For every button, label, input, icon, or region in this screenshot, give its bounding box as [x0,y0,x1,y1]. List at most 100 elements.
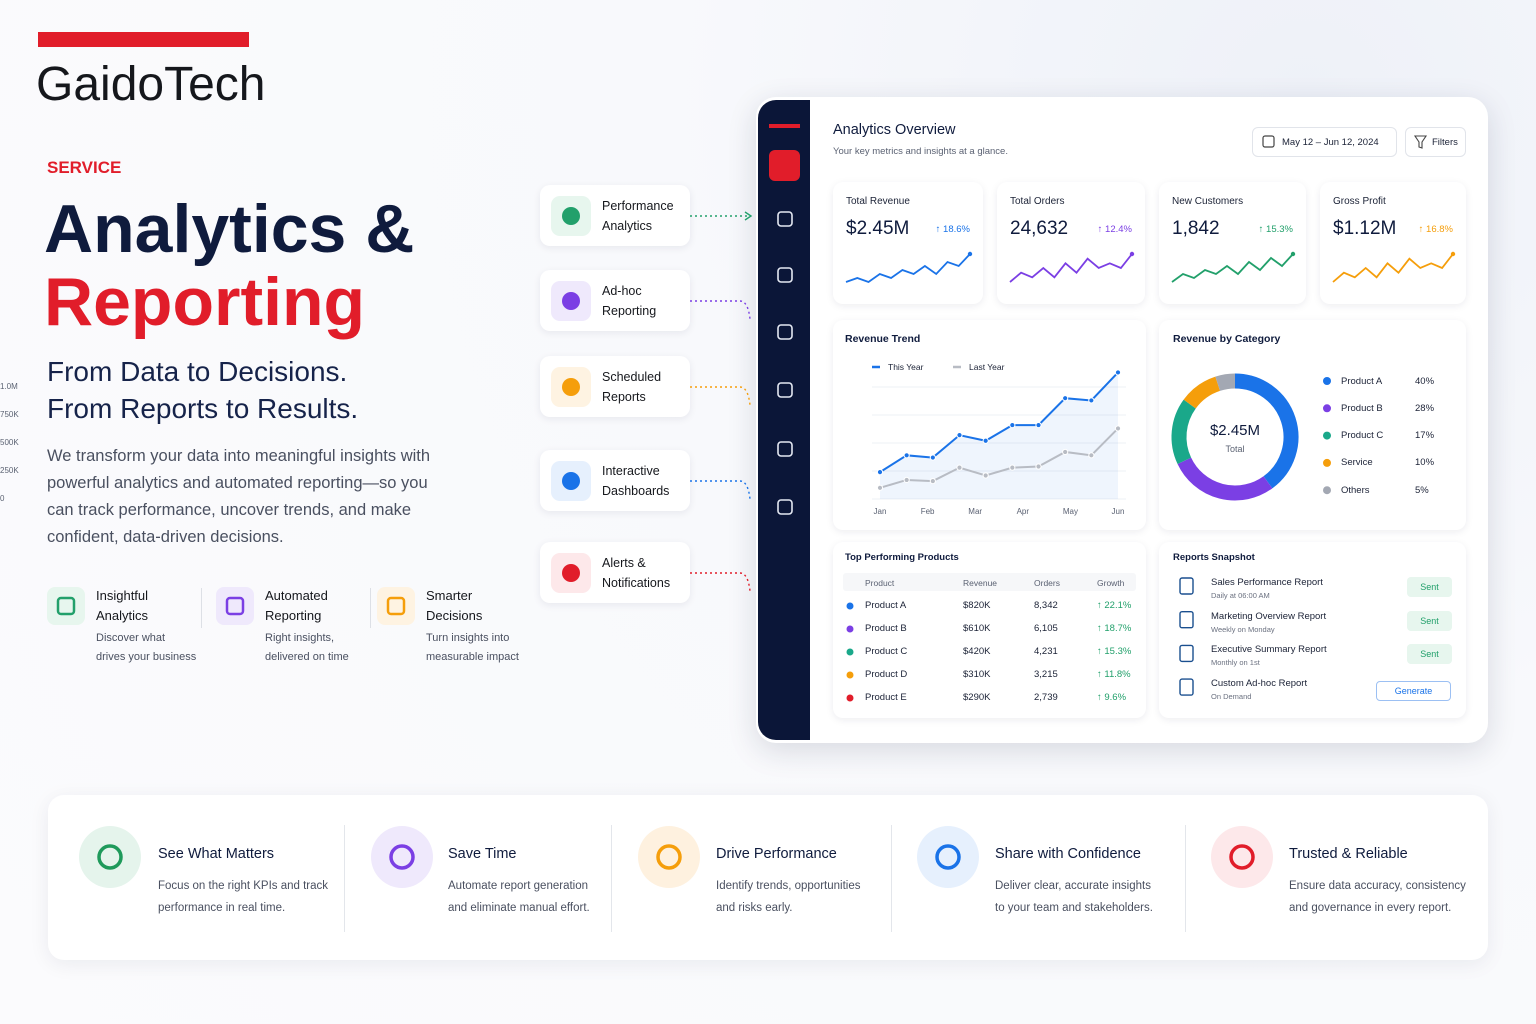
nav-icon [777,499,793,515]
date-button [1252,127,1397,157]
point [1114,425,1122,432]
report-schedule: Daily at 06:00 AM [1211,591,1270,600]
table-cell: ↑ 15.3% [1097,646,1132,657]
icon-glyph [562,207,580,225]
sparkline-end [1450,251,1456,257]
point [1088,452,1095,459]
table-cell: $610K [963,623,991,634]
chart-title: Revenue by Category [1173,333,1281,345]
service-label: Alerts & Notifications [602,556,671,590]
benefit-icon-bg [638,826,700,888]
connector-arrow [744,211,753,221]
point [1062,448,1069,456]
highlight-text: measurable impact [426,651,519,663]
legend-dot [1323,458,1331,467]
kpi-label: New Customers [1172,196,1244,207]
sparkline-end [1129,251,1135,257]
report-action[interactable] [1407,644,1452,665]
nav-icon [777,211,793,227]
highlight-title: Reporting [265,607,322,623]
legend-label: Product C [1341,430,1384,442]
sparkline [1171,253,1294,283]
donut-slice [1215,373,1236,391]
table-cell: ↑ 18.7% [1097,623,1132,634]
table-header [843,573,1136,591]
report-action-label: Sent [1420,615,1439,626]
point [982,437,989,444]
dashboard-subtitle: Your key metrics and insights at a glanc… [833,146,1008,157]
report-action-label: Sent [1420,649,1439,660]
kpi-label: Gross Profit [1333,196,1386,207]
sparkline [1332,253,1454,283]
highlight-icon [47,587,85,625]
x-tick-label: Jan [873,507,887,516]
benefit-icon [389,844,415,870]
x-tick-label: Apr [1016,507,1030,516]
table-cell: Product C [865,646,908,657]
table-cell: 3,215 [1034,669,1058,680]
brand-bar [38,32,249,47]
point [1035,463,1042,470]
hero-subtitle: From Reports to Results. [47,393,359,424]
products-card [833,542,1146,718]
donut-slice [1171,399,1196,465]
table-cell: ↑ 22.1% [1097,600,1132,611]
report-schedule: On Demand [1211,692,1252,702]
value-label: 17% [1415,430,1435,442]
y-tick-label: 0 [0,494,5,503]
report-name: Sales Performance Report [1211,577,1323,588]
kpi-change: ↑ 15.3% [1258,224,1293,235]
area [880,372,1118,499]
point [903,452,910,459]
legend-dot [1323,486,1331,495]
benefit-text: Ensure data accuracy, consistency [1289,880,1466,892]
report-action[interactable] [1407,577,1452,597]
connector [690,572,751,592]
table-cell: Product A [865,600,907,611]
connector [690,300,751,320]
filters: Filters [1432,137,1458,148]
sparkline-end [967,251,973,257]
eyebrow: SERVICE [47,158,122,177]
table-cell: 4,231 [1034,646,1058,657]
benefit-title: See What Matters [158,846,275,862]
report-icon [1179,644,1194,663]
benefit-icon [1229,844,1255,870]
column-header: Growth [1097,578,1125,588]
point [956,432,963,439]
report-icon [1179,678,1194,696]
kpi-change: ↑ 18.6% [935,224,970,235]
x-tick-label: Mar [968,507,983,516]
benefit-text: and governance in every report. [1289,902,1452,914]
highlight-title: Smarter [426,588,473,603]
trend-card [833,320,1146,530]
kpi-card [997,182,1145,304]
value-label: 28% [1415,402,1435,414]
benefit-title: Share with Confidence [995,846,1141,862]
benefit-text: Deliver clear, accurate insights [995,880,1151,892]
service-label: Scheduled Reports [602,370,662,404]
kpi-value: $1.12M [1333,218,1397,239]
divider [611,825,612,932]
highlight-title: Decisions [426,607,483,623]
point [956,464,963,471]
report-action[interactable] [1407,610,1452,631]
table-title: Top Performing Products [845,552,959,563]
table-cell: 6,105 [1034,623,1058,634]
table-cell: ↑ 11.8% [1097,669,1131,680]
benefit-text: and eliminate manual effort. [448,902,590,914]
sidebar-home [769,150,800,181]
point [982,472,989,479]
sparkline-end [1290,251,1296,257]
benefit-icon [656,844,682,870]
benefit-icon [935,844,961,870]
line [879,371,1119,473]
row-dot [846,602,854,610]
highlight-icon [377,587,415,625]
kpi-card [1159,182,1306,304]
filters-button [1405,127,1466,157]
legend-label: Others [1341,484,1370,496]
report-action[interactable] [1376,681,1451,702]
hero-subtitle: From Data to Decisions. [47,356,348,387]
